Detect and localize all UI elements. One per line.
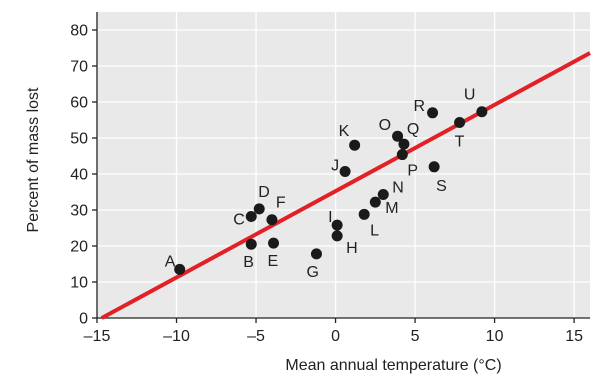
y-tick-label: 80: [70, 23, 88, 40]
x-tick-label: –5: [247, 328, 265, 345]
grid-lines: [96, 12, 590, 319]
point-label-h: H: [346, 240, 358, 257]
data-point-p: [396, 149, 408, 161]
point-label-c: C: [233, 211, 245, 228]
y-tick-label: 60: [70, 95, 88, 112]
data-point-k: [349, 139, 361, 151]
point-label-m: M: [385, 200, 398, 217]
data-point-f: [266, 214, 278, 226]
point-labels: A B CD E F G HI JK LMN O P QR S T U: [165, 87, 476, 281]
axes: [96, 12, 590, 319]
point-label-i: I: [328, 209, 332, 226]
point-label-u: U: [464, 87, 476, 104]
point-label-b: B: [243, 254, 254, 271]
point-label-j: J: [331, 157, 339, 174]
data-point-g: [310, 248, 322, 260]
data-point-s: [428, 161, 440, 173]
data-point-c: [245, 210, 257, 222]
x-axis-label: Mean annual temperature (°C): [285, 357, 501, 374]
data-point-l: [358, 208, 370, 220]
point-label-g: G: [306, 264, 318, 281]
y-tick-label: 20: [70, 239, 88, 256]
point-label-s: S: [436, 178, 447, 195]
data-point-r: [427, 107, 439, 119]
x-tick-label: 15: [565, 328, 583, 345]
data-point-d: [253, 203, 265, 215]
y-tick-label: 10: [70, 275, 88, 292]
y-tick-label: 50: [70, 131, 88, 148]
plot-background: [97, 12, 590, 318]
y-tick-label: 30: [70, 203, 88, 220]
point-label-l: L: [370, 222, 379, 239]
x-tick-label: 10: [486, 328, 504, 345]
point-label-n: N: [392, 180, 404, 197]
data-point-m: [369, 196, 381, 208]
point-label-k: K: [339, 123, 350, 140]
point-label-r: R: [414, 98, 426, 115]
y-tick-label: 0: [79, 311, 88, 328]
point-label-o: O: [379, 117, 391, 134]
point-label-t: T: [455, 134, 465, 151]
point-label-f: F: [276, 195, 286, 212]
point-label-q: Q: [407, 121, 419, 138]
data-point-i: [331, 219, 343, 231]
point-label-e: E: [268, 253, 279, 270]
y-tick-label: 40: [70, 167, 88, 184]
data-points: [174, 106, 488, 275]
x-axis-ticks: –15 –10 –5 0 5 10 15: [84, 318, 583, 345]
x-tick-label: –10: [163, 328, 190, 345]
x-tick-label: –15: [84, 328, 111, 345]
data-point-e: [268, 237, 280, 249]
y-axis-label: Percent of mass lost: [25, 87, 42, 233]
y-axis-ticks: 0 10 20 30 40 50 60 70 80: [70, 23, 97, 328]
data-point-b: [245, 238, 257, 250]
data-point-t: [454, 117, 466, 129]
data-point-u: [476, 106, 488, 118]
x-tick-label: 5: [411, 328, 420, 345]
data-point-n: [377, 189, 389, 201]
data-point-o: [392, 130, 404, 142]
data-point-a: [174, 263, 186, 275]
point-label-d: D: [258, 184, 270, 201]
data-point-q: [398, 138, 410, 150]
point-label-a: A: [165, 253, 176, 270]
y-tick-label: 70: [70, 59, 88, 76]
data-point-j: [339, 165, 351, 177]
trend-line: [100, 51, 591, 320]
x-tick-label: 0: [331, 328, 340, 345]
point-label-p: P: [407, 163, 418, 180]
data-point-h: [331, 230, 343, 242]
